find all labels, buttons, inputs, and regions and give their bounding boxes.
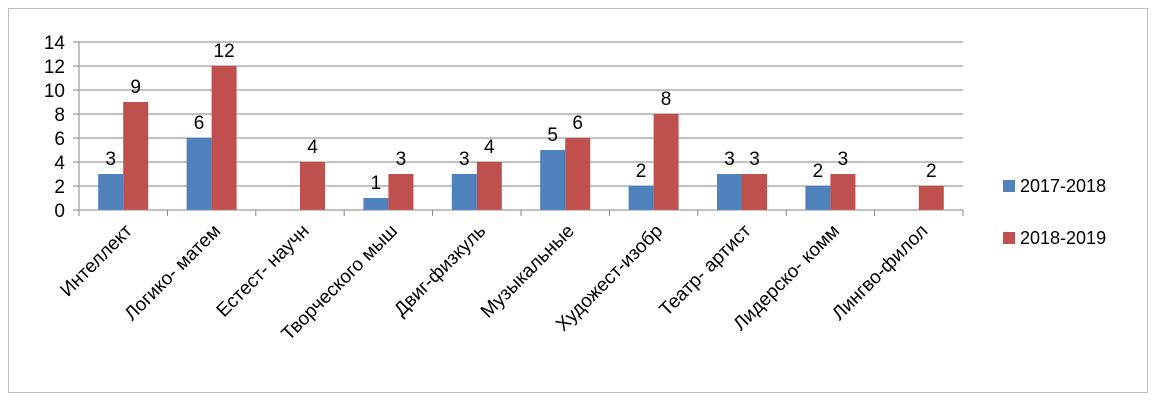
bar — [476, 162, 502, 210]
data-label: 9 — [130, 77, 141, 98]
bar — [628, 186, 654, 210]
x-tick-label: Двиг-физкуль — [390, 221, 490, 321]
data-label: 2 — [636, 161, 647, 182]
y-tick-label: 6 — [54, 129, 65, 150]
y-tick-label: 4 — [54, 153, 65, 174]
bar — [742, 174, 767, 210]
data-label: 4 — [484, 137, 495, 158]
legend-label: 2018-2019 — [1020, 228, 1106, 248]
bar — [186, 138, 212, 210]
data-label: 4 — [307, 137, 318, 158]
bar — [451, 174, 477, 210]
bar — [123, 102, 149, 210]
bar — [211, 66, 237, 210]
legend-swatch — [1003, 232, 1015, 244]
data-label: 2 — [926, 161, 937, 182]
bar — [717, 174, 742, 210]
data-label: 3 — [459, 149, 470, 170]
bar — [388, 174, 414, 210]
x-tick-label: Лингво-филол — [828, 221, 932, 325]
bar — [653, 114, 679, 210]
bar — [805, 186, 831, 210]
data-label: 3 — [724, 149, 735, 170]
y-tick-label: 0 — [54, 201, 65, 222]
data-label: 5 — [547, 125, 558, 146]
data-label: 3 — [396, 149, 407, 170]
bar — [98, 174, 124, 210]
data-label: 3 — [749, 149, 760, 170]
bar — [363, 198, 389, 210]
data-label: 3 — [105, 149, 116, 170]
data-label: 8 — [661, 89, 672, 110]
x-tick-label: Музыкальные — [477, 221, 579, 323]
x-tick-label: Логико- матем — [121, 221, 225, 325]
data-label: 6 — [194, 113, 205, 134]
data-label: 12 — [214, 41, 235, 62]
x-tick-label: Интеллект — [56, 220, 136, 300]
y-tick-label: 14 — [44, 33, 66, 54]
data-label: 3 — [838, 149, 849, 170]
y-tick-label: 10 — [44, 81, 65, 102]
bar — [565, 138, 591, 210]
legend-label: 2017-2018 — [1020, 176, 1106, 196]
y-tick-label: 8 — [54, 105, 65, 126]
y-tick-label: 12 — [44, 57, 65, 78]
data-label: 6 — [572, 113, 583, 134]
y-tick-label: 2 — [54, 177, 65, 198]
data-label: 2 — [813, 161, 824, 182]
x-tick-label: Естест- научн — [213, 221, 314, 322]
bar — [540, 150, 566, 210]
data-label: 1 — [371, 173, 382, 194]
bar — [830, 174, 856, 210]
bar — [918, 186, 944, 210]
x-tick-label: Театр- артист — [656, 220, 756, 320]
bar — [300, 162, 325, 210]
legend-swatch — [1003, 180, 1015, 192]
